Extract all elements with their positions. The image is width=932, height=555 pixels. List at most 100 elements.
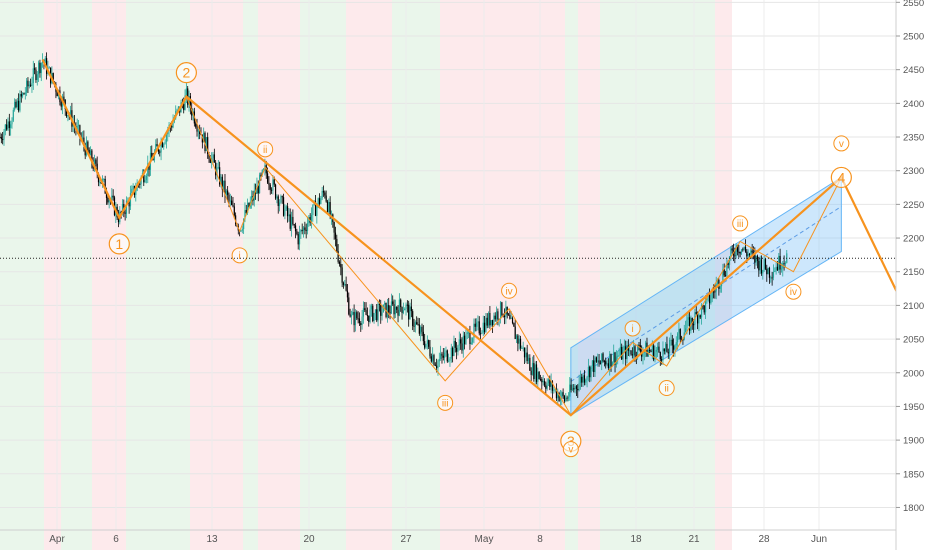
wave-label-sub: i <box>239 251 241 262</box>
candle-body <box>490 320 492 326</box>
candle-body <box>464 335 466 345</box>
candle-body <box>622 350 624 360</box>
session-background <box>0 0 732 550</box>
candle-body <box>577 388 579 391</box>
candle-body <box>460 339 462 344</box>
candle-body <box>571 388 574 391</box>
candle-body <box>662 348 664 361</box>
candle-body <box>433 355 435 365</box>
channel-midline <box>570 206 842 382</box>
candle-body <box>401 307 403 313</box>
candle-body <box>408 304 410 320</box>
candle-body <box>346 290 349 298</box>
y-tick-label: 1850 <box>903 469 924 480</box>
x-tick-label: 18 <box>630 534 642 545</box>
x-tick-label: May <box>475 534 494 545</box>
candle-body <box>462 335 464 351</box>
candle-body <box>398 299 400 316</box>
candle-body <box>764 259 767 269</box>
candle-body <box>665 343 667 352</box>
candle-body <box>418 324 420 334</box>
candle-body <box>39 62 41 74</box>
candle-body <box>441 353 443 356</box>
candle-body <box>117 217 120 223</box>
candle-body <box>759 259 761 271</box>
candle-body <box>428 340 430 347</box>
candle-body <box>112 195 114 198</box>
candle-body <box>651 345 653 352</box>
candle-body <box>124 212 126 214</box>
candle-body <box>282 197 285 216</box>
candle-body <box>350 314 353 317</box>
candle-body <box>0 137 1 139</box>
candle-body <box>523 347 526 358</box>
candle-body <box>682 339 684 341</box>
candle-body <box>354 312 357 326</box>
candle-body <box>456 347 458 352</box>
candle-body <box>361 316 363 325</box>
candle-body <box>547 379 550 384</box>
candle-body <box>60 102 62 107</box>
y-tick-label: 2300 <box>903 166 924 177</box>
candle-body <box>537 371 539 382</box>
session-band <box>565 0 578 550</box>
candle-body <box>280 196 282 203</box>
candle-body <box>201 134 203 143</box>
candle-body <box>425 343 427 348</box>
candle-body <box>131 188 133 194</box>
candle-body <box>147 163 149 176</box>
candle-body <box>341 267 343 283</box>
x-tick-label: 13 <box>206 534 218 545</box>
candle-body <box>161 141 164 148</box>
candle-body <box>475 322 478 327</box>
y-tick-label: 2150 <box>903 267 924 278</box>
candle-body <box>724 275 727 277</box>
session-band <box>190 0 243 550</box>
time-axis[interactable]: Apr 6 13 20 27 May 8 18 21 28 Jun <box>0 529 896 545</box>
candle-body <box>582 375 584 383</box>
candle-body <box>228 194 230 201</box>
candle-body <box>538 371 540 380</box>
candle-body <box>436 365 438 369</box>
candle-body <box>165 134 168 142</box>
candle-body <box>209 159 211 163</box>
candle-body <box>518 338 520 344</box>
candle-body <box>207 137 209 154</box>
price-axis[interactable]: 1800 1850 1900 1950 2000 2050 2100 2150 2200 2250… <box>895 0 932 550</box>
candle-body <box>783 263 785 265</box>
candle-body <box>416 322 418 325</box>
candle-body <box>491 320 494 326</box>
candle-body <box>485 317 487 332</box>
candle-body <box>308 217 310 224</box>
candle-body <box>312 204 314 216</box>
candle-body <box>164 141 166 144</box>
candle-body <box>345 284 347 291</box>
candle-body <box>461 343 463 351</box>
candle-body <box>631 354 633 356</box>
candle-body <box>594 357 596 373</box>
price-axis-bg <box>896 0 932 550</box>
candle-body <box>751 250 753 253</box>
wave-label-main: 3 <box>567 433 575 449</box>
candle-body <box>521 347 523 349</box>
candle-body <box>511 317 514 323</box>
candle-body <box>378 303 381 305</box>
candle-body <box>770 277 772 279</box>
candle-body <box>317 198 319 206</box>
candle-body <box>746 251 748 257</box>
candle-body <box>105 193 108 198</box>
candle-body <box>386 305 388 318</box>
candle-body <box>779 255 781 270</box>
candle-body <box>392 301 394 305</box>
candle-body <box>400 299 402 308</box>
candle-body <box>650 350 652 352</box>
candle-body <box>595 357 597 362</box>
candle-body <box>444 352 446 358</box>
candle-body <box>422 331 424 342</box>
candle-body <box>171 126 173 128</box>
candle-body <box>286 206 289 217</box>
candle-body <box>570 384 572 391</box>
candle-body <box>195 123 197 127</box>
